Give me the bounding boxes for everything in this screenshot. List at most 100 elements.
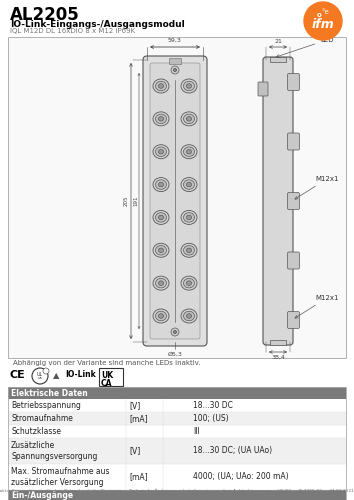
Text: IO-Link-Eingangs-/Ausgangsmodul: IO-Link-Eingangs-/Ausgangsmodul (10, 20, 185, 29)
Text: [mA]: [mA] (129, 472, 148, 482)
Ellipse shape (155, 246, 166, 255)
Ellipse shape (153, 276, 169, 290)
Text: 18...30 DC; (UA UAo): 18...30 DC; (UA UAo) (193, 446, 272, 456)
Ellipse shape (183, 212, 194, 222)
Text: Stromaufnahme: Stromaufnahme (11, 414, 73, 423)
Text: Schutzklasse: Schutzklasse (11, 427, 61, 436)
Text: Ein-/Ausgänge: Ein-/Ausgänge (11, 492, 73, 500)
Bar (8, 37, 346, 358)
Text: Ø5,3: Ø5,3 (167, 352, 182, 357)
Circle shape (171, 328, 179, 336)
Bar (8, 412, 346, 425)
Ellipse shape (155, 278, 166, 288)
Ellipse shape (159, 150, 164, 154)
Text: UK: UK (101, 371, 113, 380)
Ellipse shape (187, 116, 192, 121)
Text: CA: CA (101, 379, 113, 388)
Bar (8, 387, 346, 500)
Ellipse shape (187, 84, 192, 88)
Ellipse shape (187, 182, 192, 187)
Ellipse shape (183, 114, 194, 124)
Ellipse shape (155, 114, 166, 124)
Ellipse shape (153, 210, 169, 224)
Text: ifm: ifm (312, 18, 335, 30)
Bar (8, 490, 346, 500)
FancyBboxPatch shape (263, 57, 293, 345)
Ellipse shape (181, 276, 197, 290)
Ellipse shape (181, 178, 197, 192)
Text: us: us (38, 376, 42, 380)
Ellipse shape (155, 147, 166, 156)
Text: ▲: ▲ (53, 371, 59, 380)
Text: LED: LED (276, 37, 333, 58)
Ellipse shape (153, 79, 169, 93)
Ellipse shape (183, 147, 194, 156)
FancyBboxPatch shape (287, 312, 299, 328)
Text: M12x1: M12x1 (295, 295, 338, 318)
Text: Alle aktuellen gerätespezifischen Daten L • © ifm Electronic — Technische Änderu: Alle aktuellen gerätespezifischen Daten … (0, 488, 354, 493)
Text: Abhängig von der Variante sind manche LEDs inaktiv.: Abhängig von der Variante sind manche LE… (13, 360, 201, 366)
Circle shape (32, 368, 48, 384)
Ellipse shape (183, 81, 194, 91)
Ellipse shape (187, 314, 192, 318)
Bar (8, 438, 346, 464)
Ellipse shape (187, 150, 192, 154)
Text: IO-Link: IO-Link (65, 370, 96, 379)
Text: [V]: [V] (129, 401, 140, 410)
Ellipse shape (155, 180, 166, 190)
Text: AL2205: AL2205 (10, 6, 80, 24)
Text: 100; (US): 100; (US) (193, 414, 229, 423)
Ellipse shape (155, 311, 166, 321)
Text: 205: 205 (124, 196, 129, 206)
Bar (8, 387, 346, 399)
FancyBboxPatch shape (150, 63, 200, 339)
Bar (270, 57, 286, 62)
Bar (270, 340, 286, 345)
Ellipse shape (183, 246, 194, 255)
Ellipse shape (159, 182, 164, 187)
FancyBboxPatch shape (287, 192, 299, 210)
FancyBboxPatch shape (143, 56, 207, 346)
Ellipse shape (155, 212, 166, 222)
Text: III: III (193, 427, 200, 436)
Text: Elektrische Daten: Elektrische Daten (11, 388, 88, 398)
Circle shape (173, 68, 177, 71)
Ellipse shape (181, 79, 197, 93)
Ellipse shape (183, 278, 194, 288)
Text: UL: UL (37, 372, 43, 376)
Text: o: o (316, 12, 321, 18)
Circle shape (171, 66, 179, 74)
Ellipse shape (181, 210, 197, 224)
Bar (8, 399, 346, 412)
Text: 4000; (UA; UAo: 200 mA): 4000; (UA; UAo: 200 mA) (193, 472, 289, 482)
Bar (8, 425, 346, 438)
Text: 18...30 DC: 18...30 DC (193, 401, 233, 410)
Ellipse shape (181, 309, 197, 323)
Ellipse shape (181, 144, 197, 158)
Text: CE: CE (10, 370, 26, 380)
Text: IQL M12D DL 16xDIO 8 x M12 IP69K: IQL M12D DL 16xDIO 8 x M12 IP69K (10, 28, 135, 34)
Ellipse shape (181, 112, 197, 126)
Circle shape (304, 2, 342, 40)
Ellipse shape (187, 281, 192, 285)
Ellipse shape (153, 309, 169, 323)
Text: [V]: [V] (129, 446, 140, 456)
Ellipse shape (159, 314, 164, 318)
FancyBboxPatch shape (287, 252, 299, 269)
Ellipse shape (187, 248, 192, 252)
Text: °e: °e (321, 9, 329, 15)
Ellipse shape (153, 244, 169, 258)
Ellipse shape (181, 244, 197, 258)
Ellipse shape (159, 116, 164, 121)
Text: [mA]: [mA] (129, 414, 148, 423)
Bar (8, 464, 346, 490)
Ellipse shape (153, 112, 169, 126)
Ellipse shape (187, 215, 192, 220)
Text: 38,4: 38,4 (271, 355, 285, 360)
FancyBboxPatch shape (287, 133, 299, 150)
Ellipse shape (159, 248, 164, 252)
Bar (169, 58, 181, 64)
FancyBboxPatch shape (287, 74, 299, 90)
Ellipse shape (159, 215, 164, 220)
Circle shape (173, 330, 177, 334)
